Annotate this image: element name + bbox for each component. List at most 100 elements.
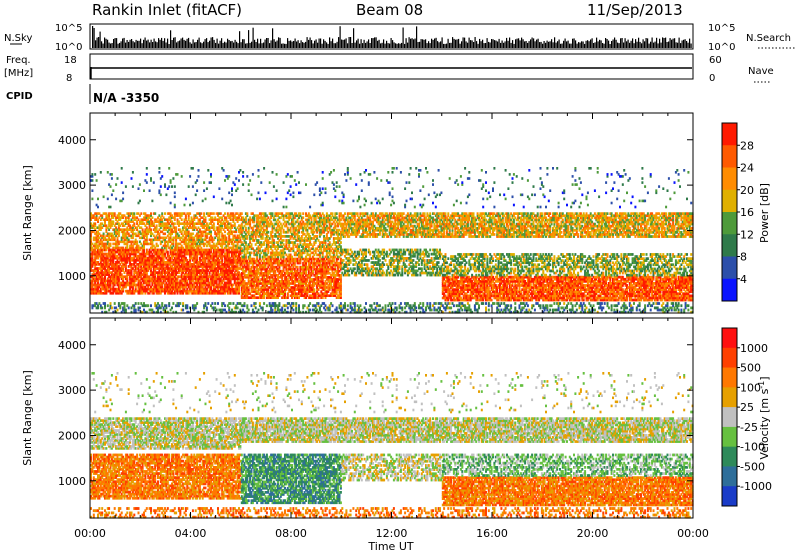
nsky-bar xyxy=(519,40,521,48)
nsky-bar xyxy=(122,38,124,48)
power-cell xyxy=(392,308,395,312)
power-cell xyxy=(459,302,462,305)
nsky-bar xyxy=(588,41,590,48)
power-cell xyxy=(172,250,175,254)
power-cell xyxy=(117,281,120,285)
power-cell xyxy=(94,283,97,287)
power-cell xyxy=(112,248,115,252)
nsky-bar xyxy=(512,40,514,48)
power-cell xyxy=(95,261,98,264)
power-cell xyxy=(445,306,448,310)
power-cell xyxy=(338,304,341,308)
power-cell xyxy=(104,263,106,266)
power-cell xyxy=(457,308,460,312)
power-cell xyxy=(437,302,440,305)
power-cell xyxy=(152,271,155,274)
power-cell xyxy=(161,277,164,281)
power-cell xyxy=(143,302,145,305)
power-cell xyxy=(147,267,150,270)
power-cell xyxy=(122,279,125,283)
power-cell xyxy=(256,310,259,314)
power-cell xyxy=(162,256,165,260)
nsky-bar xyxy=(465,41,467,48)
nsky-bar xyxy=(662,37,664,48)
power-cell xyxy=(152,273,155,276)
nsky-bar xyxy=(687,42,689,48)
power-cell xyxy=(105,248,108,252)
power-cell xyxy=(144,310,147,314)
power-cell xyxy=(176,267,179,270)
nsky-bar xyxy=(648,43,650,48)
power-cell xyxy=(182,304,185,308)
power-cell xyxy=(173,265,176,268)
nsky-bar xyxy=(281,43,283,48)
power-cell xyxy=(140,289,143,293)
power-cell xyxy=(95,285,98,289)
power-cell xyxy=(660,304,663,308)
nsky-bar xyxy=(144,37,146,48)
power-cell xyxy=(278,308,281,312)
power-cell xyxy=(507,308,510,312)
power-cell xyxy=(291,306,293,310)
power-cell xyxy=(166,258,169,262)
power-cell xyxy=(277,304,279,308)
power-cell xyxy=(104,279,106,283)
nsky-bar xyxy=(377,40,379,48)
power-cell xyxy=(106,265,109,268)
power-cell xyxy=(168,261,171,264)
power-cell xyxy=(112,285,115,289)
power-cell xyxy=(99,273,102,276)
power-cell xyxy=(98,285,101,289)
power-cell xyxy=(455,304,458,308)
power-cell xyxy=(339,304,342,308)
power-cell xyxy=(197,310,200,314)
power-cell xyxy=(314,304,317,308)
nsky-bar xyxy=(378,39,380,48)
nsky-bar xyxy=(636,41,638,48)
nsky-bar xyxy=(537,38,539,48)
power-cell xyxy=(210,304,212,308)
power-cell xyxy=(323,306,326,310)
power-cell xyxy=(158,261,161,264)
power-cell xyxy=(123,302,126,305)
power-cell xyxy=(166,277,169,281)
power-cell xyxy=(130,250,133,254)
power-cell xyxy=(151,248,154,252)
nsky-bar xyxy=(224,41,226,48)
nsky-bar xyxy=(507,40,509,48)
power-cell xyxy=(159,283,162,287)
power-cell xyxy=(151,252,154,256)
power-cell xyxy=(151,279,154,283)
power-cell xyxy=(123,304,126,308)
power-cell xyxy=(391,302,394,305)
nsky-bar xyxy=(149,42,151,48)
power-cell xyxy=(95,287,98,291)
power-cell xyxy=(140,291,143,295)
power-cell xyxy=(152,263,155,266)
power-cell xyxy=(176,254,179,258)
nsky-bar xyxy=(143,39,145,48)
power-cell xyxy=(144,275,147,279)
power-cell xyxy=(404,306,407,310)
power-cell xyxy=(108,275,111,279)
power-cell xyxy=(104,310,106,314)
nsky-bar xyxy=(135,39,137,48)
power-cell xyxy=(113,283,116,287)
nsky-bar xyxy=(257,38,259,48)
nsky-bar xyxy=(593,43,595,48)
nsky-bar xyxy=(294,38,296,48)
power-cell xyxy=(152,250,155,254)
power-cell xyxy=(510,310,513,314)
power-cell xyxy=(143,285,145,289)
power-cell xyxy=(123,256,126,260)
power-cell xyxy=(102,256,105,260)
power-cell xyxy=(113,252,116,256)
power-cell xyxy=(674,302,677,305)
power-cell xyxy=(155,250,158,254)
power-cell xyxy=(579,304,582,308)
nsky-bar xyxy=(290,40,292,48)
power-cell xyxy=(204,302,207,305)
power-cell xyxy=(117,252,120,256)
power-cell xyxy=(145,281,148,285)
power-cell xyxy=(138,285,141,289)
